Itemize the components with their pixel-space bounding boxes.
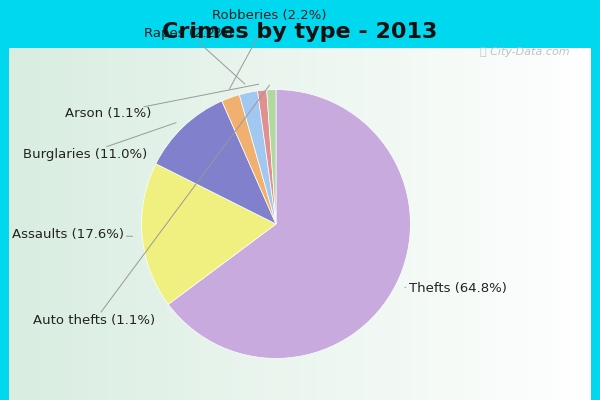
Text: Arson (1.1%): Arson (1.1%) xyxy=(65,84,259,120)
Wedge shape xyxy=(239,91,276,224)
Text: Assaults (17.6%): Assaults (17.6%) xyxy=(11,228,133,241)
Text: ⓘ City-Data.com: ⓘ City-Data.com xyxy=(480,47,569,57)
Text: Robberies (2.2%): Robberies (2.2%) xyxy=(212,9,326,89)
Wedge shape xyxy=(156,101,276,224)
Wedge shape xyxy=(257,90,276,224)
Text: Thefts (64.8%): Thefts (64.8%) xyxy=(405,282,506,295)
Wedge shape xyxy=(267,90,276,224)
Wedge shape xyxy=(168,90,410,358)
Text: Crimes by type - 2013: Crimes by type - 2013 xyxy=(163,22,437,42)
Text: Burglaries (11.0%): Burglaries (11.0%) xyxy=(23,123,176,161)
Text: Auto thefts (1.1%): Auto thefts (1.1%) xyxy=(34,85,269,327)
Text: Rapes (2.2%): Rapes (2.2%) xyxy=(144,27,245,84)
Wedge shape xyxy=(222,95,276,224)
Wedge shape xyxy=(142,164,276,304)
